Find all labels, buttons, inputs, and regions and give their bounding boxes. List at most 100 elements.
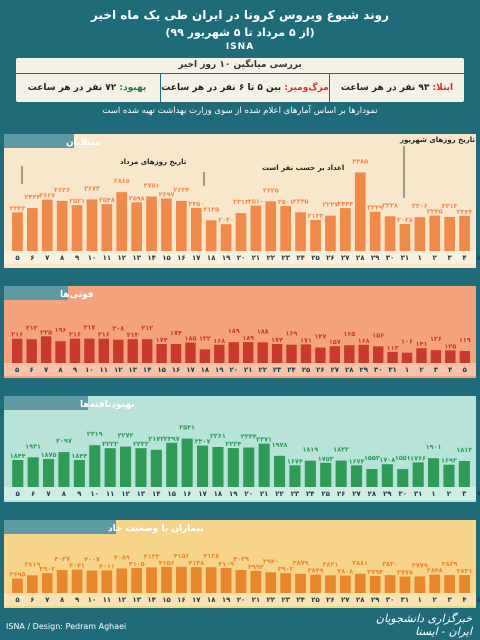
deaths-data-label: ۲۱۶ xyxy=(98,331,110,339)
recovered-tick-label: ۱۰ xyxy=(90,490,99,498)
critical-bar xyxy=(399,576,411,593)
deaths-bar xyxy=(329,346,340,363)
recovered-data-label: ۲۲۶۱ xyxy=(210,432,226,440)
critical-bar xyxy=(161,566,172,593)
recovered-tick-label: ۱۶ xyxy=(183,490,192,498)
critical-data-label: ۳۷۷۵ xyxy=(397,569,413,577)
infected-tick-label: ۲۲ xyxy=(267,254,276,262)
summary-death: مرگ‌ومیر: بین ۵ تا ۶ نفر در هر ساعت xyxy=(160,74,330,102)
infected-data-label: ۲۲۲۸ xyxy=(382,201,398,209)
infected-data-label: ۲۵۰۱ xyxy=(278,198,294,206)
deaths-tick-label: ۳۱ xyxy=(388,366,397,374)
chart-deaths: فوتی‌ها ۲۱۶ ۲۱۲ ۲۳۵ ۱۹۶ ۲۱۶ ۲۱۷ ۲۱۶ ۲۰۸ ۲۱۳ ۲۱۲ ۱۷۴… xyxy=(0,276,480,380)
critical-bar xyxy=(41,573,53,593)
deaths-bar xyxy=(243,342,254,363)
deaths-data-label: ۲۱۶ xyxy=(11,331,23,339)
infected-tick-label: ۲ xyxy=(433,254,438,262)
infected-bar xyxy=(414,217,426,251)
recovered-bar xyxy=(227,448,239,487)
recovered-bar xyxy=(120,446,132,487)
summary-death-key: مرگ‌ومیر: xyxy=(284,83,329,93)
critical-tick-label: ۲۷ xyxy=(341,596,350,604)
infected-tick-label: ۹ xyxy=(75,254,80,262)
summary-infection-value: ۹۳ نفر در هر ساعت xyxy=(340,83,430,93)
recovered-tick-label: ۱۱ xyxy=(106,490,115,498)
infected-title: مبتلایان xyxy=(66,138,100,148)
recovered-bar xyxy=(43,459,55,487)
critical-bar xyxy=(280,573,291,593)
deaths-tick-label: ۵ xyxy=(15,366,20,374)
infected-data-label: ۲۶۳۴ xyxy=(173,186,189,194)
deaths-tick-label: ۱۲ xyxy=(114,366,123,374)
infected-tick-label: ۱۳ xyxy=(132,254,141,262)
recovered-bar xyxy=(12,460,24,487)
recovered-bar xyxy=(366,469,378,487)
recovered-tick-label: ۸ xyxy=(62,490,67,498)
recovered-data-label: ۲۲۴۴ xyxy=(241,433,257,441)
deaths-bar xyxy=(84,338,95,363)
infected-data-label: ۲۶۶۷ xyxy=(39,192,55,200)
recovered-bar xyxy=(212,447,224,487)
critical-bar xyxy=(146,567,157,593)
recovered-bar xyxy=(166,442,178,487)
deaths-tick-label: ۱۱ xyxy=(100,366,109,374)
annotation-unit: اعداد بر حسب نفر است xyxy=(262,164,344,172)
critical-data-label: ۳۸۲۱ xyxy=(322,560,338,568)
critical-tick-label: ۱۶ xyxy=(177,596,186,604)
critical-data-label: ۴۰۸۹ xyxy=(114,554,130,562)
deaths-data-label: ۲۱۷ xyxy=(83,324,95,332)
critical-bar xyxy=(27,575,38,593)
critical-data-label: ۴۰۲۹ xyxy=(233,555,249,563)
infected-tick-label: ۱۸ xyxy=(207,254,216,262)
deaths-data-label: ۱۲۵ xyxy=(444,342,456,350)
recovered-data-label: ۱۶۹۳ xyxy=(441,457,457,465)
deaths-bar xyxy=(344,345,355,363)
summary-recovery-key: بهبود: xyxy=(119,83,147,93)
deaths-data-label: ۱۶۸ xyxy=(213,337,225,345)
deaths-title: فوتی‌ها xyxy=(60,290,94,300)
deaths-tick-label: ۲۶ xyxy=(316,366,325,374)
recovered-bar xyxy=(335,460,347,487)
critical-data-label: ۳۸۳۰ xyxy=(382,560,398,568)
deaths-tick-label: ۳ xyxy=(434,366,439,374)
infected-data-label: ۲۶۷۳ xyxy=(84,184,100,192)
deaths-data-label: ۱۶۸ xyxy=(358,337,370,345)
deaths-tick-label: ۲۱ xyxy=(244,366,253,374)
summary-heading: بررسی میانگین ۱۰ روز اخیر xyxy=(178,60,302,70)
infected-bar xyxy=(27,208,38,251)
infected-bar xyxy=(429,215,441,251)
critical-bar xyxy=(369,576,381,593)
deaths-bar xyxy=(40,336,52,363)
critical-data-label: ۴۱۰۹ xyxy=(218,560,234,568)
page-title: روند شیوع ویروس کرونا در ایران طی یک ماه… xyxy=(90,8,390,22)
infected-tick-label: ۲۷ xyxy=(341,254,350,262)
critical-bar xyxy=(12,578,23,593)
summary-infection-key: ابتلا: xyxy=(432,83,454,93)
infected-tick-label: ۱۷ xyxy=(192,254,201,262)
critical-tick-label: ۲۹ xyxy=(371,596,380,604)
deaths-data-label: ۱۵۶ xyxy=(372,331,384,339)
infected-tick-label: ۱۵ xyxy=(162,254,171,262)
deaths-data-label: ۱۸۸ xyxy=(257,327,269,335)
recovered-bar xyxy=(150,449,162,487)
recovered-bar xyxy=(58,452,70,487)
deaths-bar xyxy=(401,352,413,363)
deaths-data-label: ۱۳۲ xyxy=(199,334,211,342)
infected-bar xyxy=(146,196,157,251)
critical-tick-label: ۲۳ xyxy=(281,596,290,604)
recovered-data-label: ۲۳۰۷ xyxy=(195,438,211,446)
critical-tick-label: ۵ xyxy=(477,596,480,604)
critical-data-label: ۳۸۰۸ xyxy=(337,568,353,576)
recovered-data-label: ۱۸۴۴ xyxy=(71,452,87,460)
recovered-bar xyxy=(443,464,455,487)
recovered-tab xyxy=(4,396,88,410)
critical-bar xyxy=(414,576,426,593)
deaths-bar xyxy=(271,344,283,363)
recovered-bar xyxy=(89,445,101,487)
recovered-data-label: ۱۵۵۳ xyxy=(364,454,380,462)
recovered-tick-label: ۴ xyxy=(478,490,480,498)
critical-data-label: ۴۱۳۸ xyxy=(188,559,204,567)
infected-bar xyxy=(161,198,172,251)
deaths-data-label: ۲۱۶ xyxy=(69,331,81,339)
deaths-tick-label: ۲۴ xyxy=(287,366,296,374)
